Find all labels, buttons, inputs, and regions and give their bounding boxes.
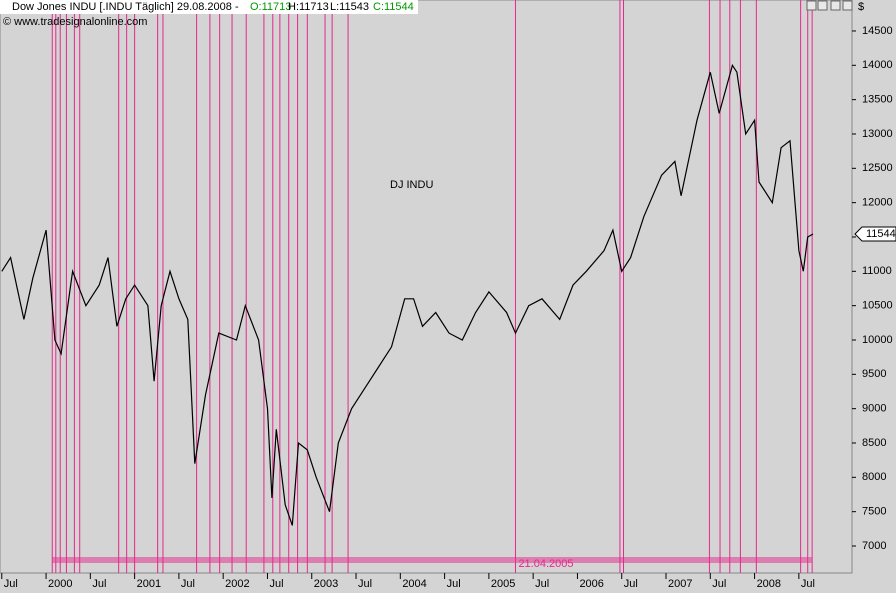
y-tick-label: 12500 [862, 162, 893, 174]
high: H:11713 [288, 1, 329, 13]
signal-strip [52, 557, 813, 563]
x-tick-label: 2006 [579, 578, 603, 590]
y-tick-label: 14000 [862, 59, 893, 71]
last-value-box [854, 226, 896, 242]
currency: $ [858, 1, 864, 13]
y-tick-label: 10000 [862, 334, 893, 346]
symbol: Dow Jones INDU [.INDU Täglich] 29.08.200… [12, 1, 239, 13]
y-tick-label: 10500 [862, 300, 893, 312]
chart-label: DJ INDU [390, 179, 433, 191]
x-tick-label: 2007 [668, 578, 692, 590]
y-tick-label: 13500 [862, 94, 893, 106]
x-tick-label: Jul [269, 578, 283, 590]
x-tick-label: 2003 [314, 578, 338, 590]
x-tick-label: Jul [358, 578, 372, 590]
window-buttons[interactable] [806, 0, 853, 11]
y-tick-label: 7000 [862, 540, 886, 552]
y-tick-label: 9000 [862, 403, 886, 415]
y-tick-label: 13000 [862, 128, 893, 140]
button[interactable] [842, 0, 853, 11]
close: C:11544 [373, 1, 414, 13]
header-box [0, 0, 418, 14]
button[interactable] [830, 0, 841, 11]
x-tick-label: Jul [624, 578, 638, 590]
x-tick-label: Jul [712, 578, 726, 590]
x-tick-label: 2001 [137, 578, 161, 590]
low: L:11543 [330, 1, 369, 13]
x-tick-label: Jul [447, 578, 461, 590]
button[interactable] [806, 0, 817, 11]
x-tick-label: 2005 [491, 578, 515, 590]
x-tick-label: Jul [4, 578, 18, 590]
y-tick-label: 7500 [862, 506, 886, 518]
x-tick-label: 2000 [48, 578, 72, 590]
signal-label: 21.04.2005 [518, 558, 573, 570]
x-tick-label: 2002 [225, 578, 249, 590]
y-tick-label: 11000 [862, 265, 892, 277]
y-tick-label: 14500 [862, 25, 893, 37]
last-value: 11544 [866, 228, 896, 240]
x-tick-label: 2008 [757, 578, 781, 590]
x-tick-label: 2004 [402, 578, 426, 590]
y-tick-label: 9500 [862, 368, 886, 380]
y-tick-label: 12000 [862, 197, 893, 209]
x-tick-label: Jul [181, 578, 195, 590]
price-line [1, 63, 814, 526]
copyright: © www.tradesignalonline.com [3, 16, 147, 28]
plot: 21.04.2005 [1, 0, 814, 573]
y-tick-label: 8000 [862, 471, 886, 483]
button[interactable] [817, 0, 828, 11]
x-tick-label: Jul [801, 578, 815, 590]
x-tick-label: Jul [535, 578, 549, 590]
plot-area [0, 0, 853, 574]
open: O:11713 [250, 1, 291, 13]
y-tick-label: 8500 [862, 437, 886, 449]
x-tick-label: Jul [92, 578, 106, 590]
